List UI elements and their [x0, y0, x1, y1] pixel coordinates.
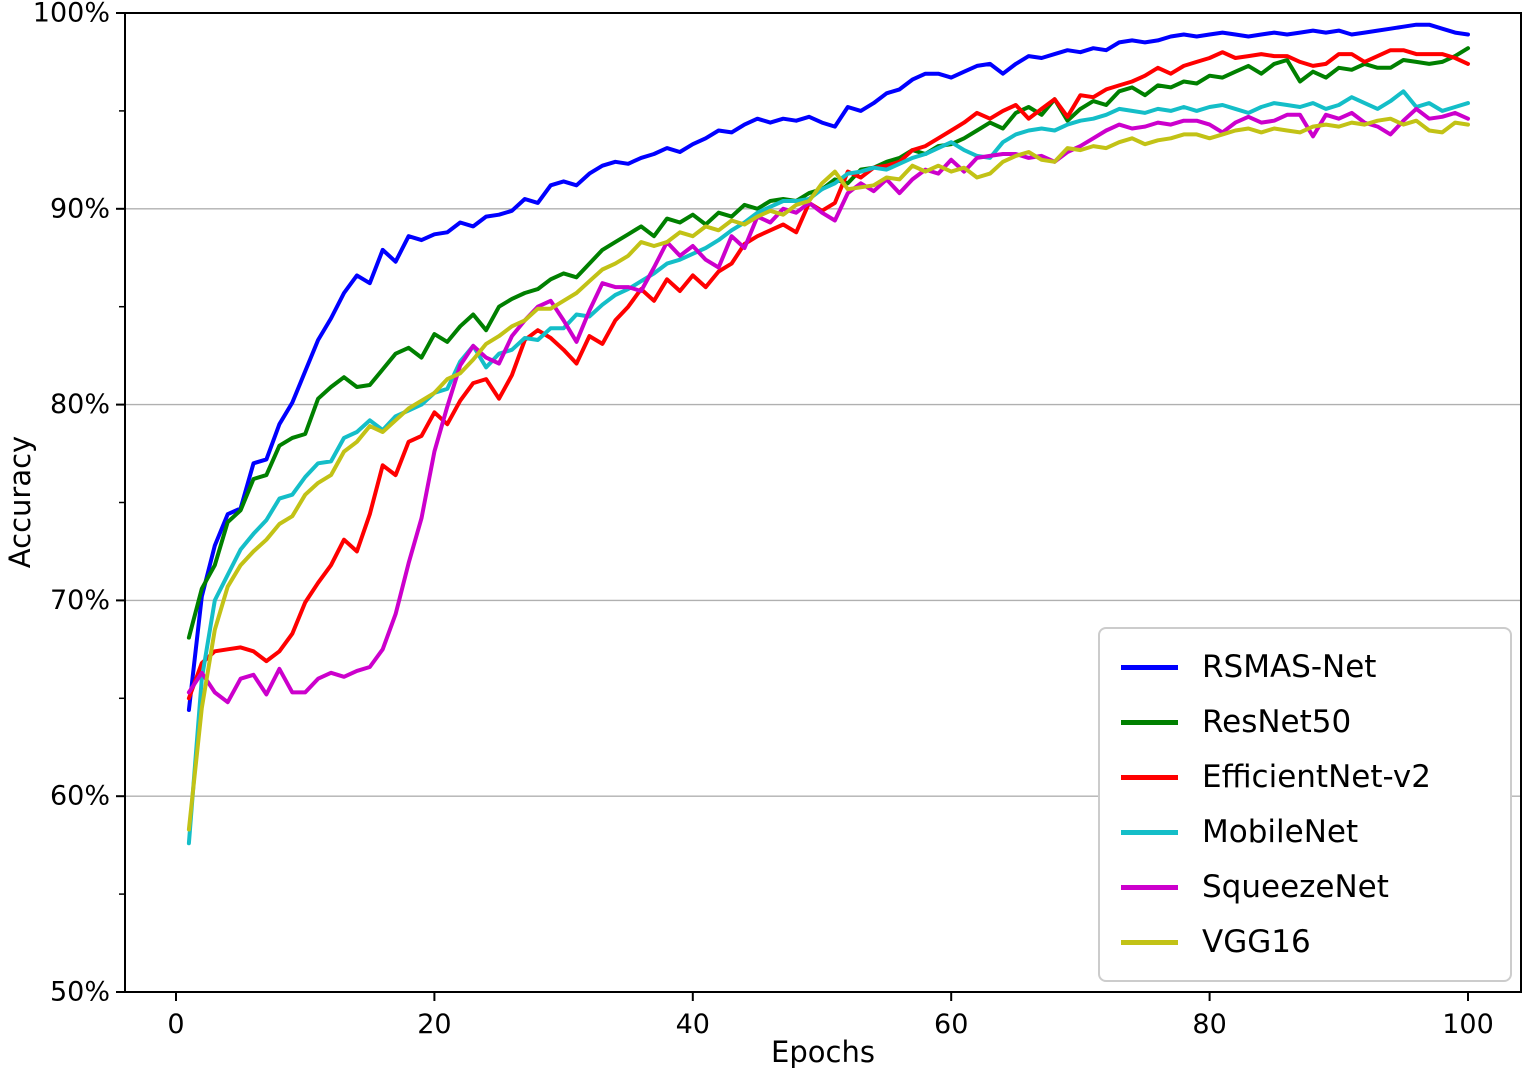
y-tick-label-100: 100% [33, 0, 110, 29]
series-line-rsmas-net [186, 22, 1470, 712]
legend-line-swatch [1121, 940, 1178, 945]
series-line-squeezenet [186, 106, 1470, 705]
legend-item-efficientnet-v2: EfficientNet-v2 [1100, 750, 1510, 805]
legend-item-squeezenet: SqueezeNet [1100, 860, 1510, 915]
y-tick-label-90: 90% [50, 193, 110, 224]
y-tick-label-70: 70% [50, 585, 110, 616]
axis-ticks [116, 12, 1469, 1001]
legend-label: RSMAS-Net [1202, 649, 1377, 685]
legend-label: EfficientNet-v2 [1202, 759, 1431, 795]
legend-label: ResNet50 [1202, 704, 1352, 740]
x-axis-label: Epochs [771, 1035, 875, 1069]
y-tick-label-50: 50% [50, 977, 110, 1008]
x-tick-label-40: 40 [676, 1009, 710, 1040]
legend-item-resnet50: ResNet50 [1100, 695, 1510, 750]
series-line-vgg16 [186, 116, 1470, 832]
legend-line-swatch [1121, 720, 1178, 725]
tick-labels: 50% 60% 70% 80% 90% 100% 0 20 40 60 80 100 [33, 0, 1494, 1040]
legend-item-mobilenet: MobileNet [1100, 805, 1510, 860]
legend-line-swatch [1121, 885, 1178, 890]
series-line-efficientnet-v2 [186, 48, 1470, 701]
y-tick-label-60: 60% [50, 781, 110, 812]
series-line-resnet50 [186, 46, 1470, 640]
legend-label: VGG16 [1202, 924, 1311, 960]
x-tick-label-0: 0 [167, 1009, 184, 1040]
legend: RSMAS-Net ResNet50 EfficientNet-v2 MobileNe… [1098, 627, 1512, 982]
x-tick-label-100: 100 [1442, 1009, 1494, 1040]
x-tick-label-20: 20 [417, 1009, 451, 1040]
y-tick-label-80: 80% [50, 389, 110, 420]
x-tick-label-80: 80 [1192, 1009, 1226, 1040]
legend-label: MobileNet [1202, 814, 1359, 850]
series-lines [186, 22, 1470, 846]
legend-label: SqueezeNet [1202, 869, 1389, 905]
legend-line-swatch [1121, 775, 1178, 780]
legend-item-vgg16: VGG16 [1100, 915, 1510, 970]
legend-line-swatch [1121, 830, 1178, 835]
y-axis-label: Accuracy [3, 436, 37, 568]
x-tick-label-60: 60 [934, 1009, 968, 1040]
legend-line-swatch [1121, 665, 1178, 670]
legend-item-rsmas-net: RSMAS-Net [1100, 640, 1510, 695]
